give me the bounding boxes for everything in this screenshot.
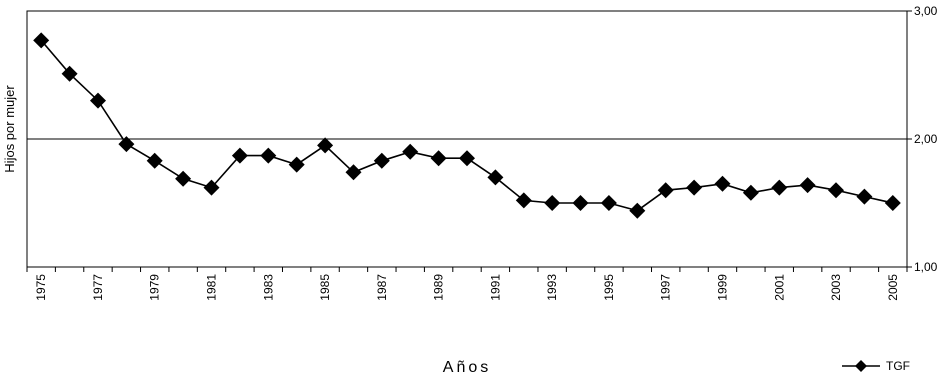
- data-point: [799, 177, 816, 194]
- data-point: [373, 152, 390, 169]
- x-tick-label: 1983: [261, 274, 275, 301]
- data-point: [487, 169, 504, 186]
- data-point: [146, 152, 163, 169]
- x-tick-labels: 1975 1977 1979 1981 1983 1985 1987 1989 1991 1993…: [34, 274, 900, 301]
- x-tick-label: 1989: [432, 274, 446, 301]
- legend: TGF: [842, 359, 910, 373]
- series-layer: [33, 32, 901, 219]
- x-tick-label: 2003: [829, 274, 843, 301]
- data-point: [686, 179, 703, 196]
- x-tick-label: 1979: [148, 274, 162, 301]
- data-point: [856, 188, 873, 205]
- x-tick-label: 1993: [545, 274, 559, 301]
- axis-titles: Años Hijos por mujer: [2, 85, 491, 376]
- x-tick-label: 2005: [886, 274, 900, 301]
- y-tick-label: 2,00: [914, 132, 938, 146]
- data-point: [345, 164, 362, 181]
- data-point: [118, 136, 135, 153]
- data-point: [714, 175, 731, 192]
- series-line-tgf: [40, 39, 893, 212]
- data-point: [657, 182, 674, 199]
- x-tick-label: 1977: [91, 274, 105, 301]
- data-point: [61, 65, 78, 82]
- x-tick-label: 1975: [34, 274, 48, 301]
- legend-label: TGF: [886, 359, 910, 373]
- data-point: [544, 195, 561, 211]
- x-tick-label: 1981: [205, 274, 219, 301]
- data-point: [884, 195, 901, 211]
- data-point: [33, 32, 50, 49]
- data-point: [260, 147, 277, 164]
- data-point: [828, 182, 844, 199]
- x-axis-title: Años: [443, 359, 491, 376]
- x-tick-label: 1985: [318, 274, 332, 301]
- data-point: [203, 179, 220, 196]
- x-tick-label: 1987: [375, 274, 389, 301]
- x-tick-label: 1997: [659, 274, 673, 301]
- data-point: [572, 195, 589, 211]
- data-point: [629, 202, 646, 219]
- y-tick-label: 1,00: [914, 260, 938, 274]
- legend-marker: [855, 360, 867, 372]
- y-tick-label: 3,00: [914, 4, 938, 18]
- x-tick-label: 1995: [602, 274, 616, 301]
- data-point: [600, 195, 617, 211]
- y-axis-title: Hijos por mujer: [2, 85, 17, 173]
- y-tick-labels: 1,00 2,00 3,00: [914, 4, 938, 274]
- x-tick-label: 1999: [715, 274, 729, 301]
- data-point: [317, 137, 334, 154]
- x-tick-label: 2001: [772, 274, 786, 301]
- data-point: [515, 192, 532, 209]
- data-point: [288, 156, 305, 173]
- data-point: [90, 92, 106, 109]
- data-point: [459, 150, 475, 167]
- data-point: [742, 184, 759, 201]
- data-point: [771, 179, 788, 196]
- data-point: [430, 150, 447, 167]
- data-point: [402, 143, 419, 160]
- data-point: [231, 147, 248, 164]
- x-tick-label: 1991: [488, 274, 502, 301]
- axes-layer: [26, 10, 912, 272]
- data-point: [175, 170, 192, 187]
